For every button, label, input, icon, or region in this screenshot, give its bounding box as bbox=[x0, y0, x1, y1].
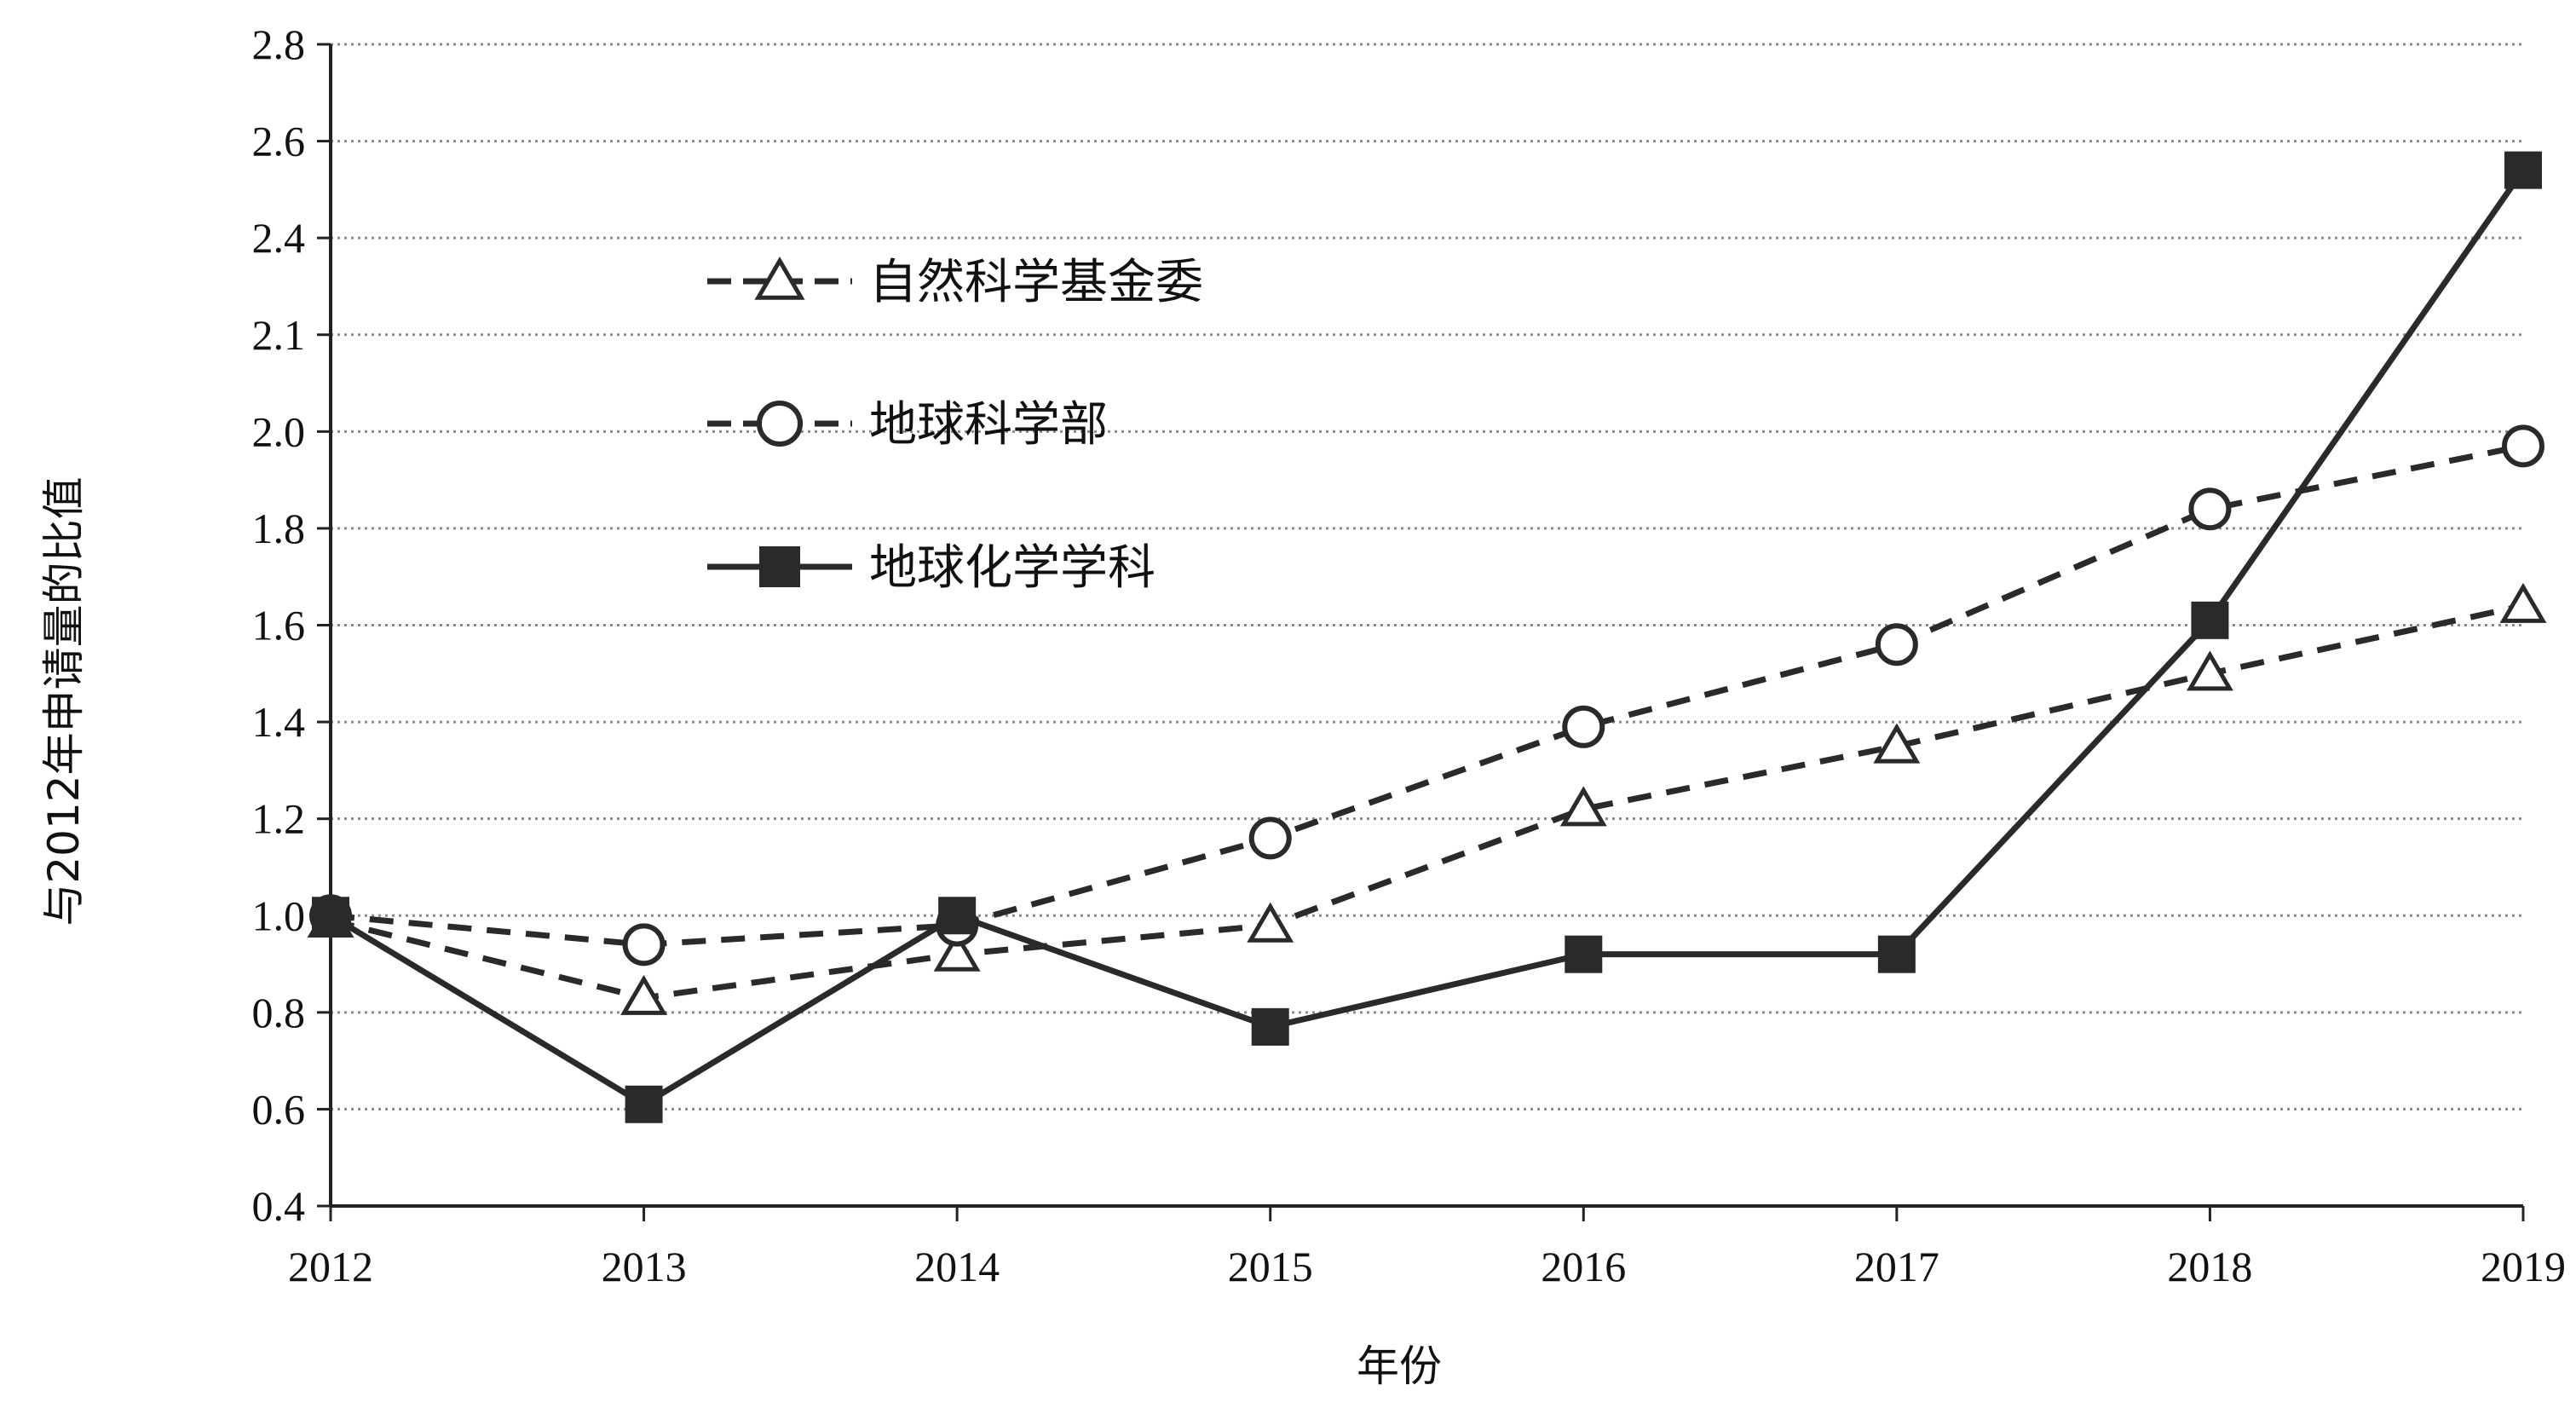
series-markers bbox=[307, 151, 2547, 1123]
legend-marker-square bbox=[759, 546, 800, 587]
data-point-triangle bbox=[1559, 786, 1607, 827]
series-line-1 bbox=[330, 603, 2524, 1001]
legend-label-1: 自然科学基金委 bbox=[869, 255, 1203, 310]
data-point-circle bbox=[1248, 817, 1292, 860]
legend-label-3: 地球化学学科 bbox=[869, 540, 1155, 596]
data-point-triangle bbox=[620, 974, 668, 1015]
data-point-square bbox=[1565, 935, 1603, 973]
y-tick-label: 1.0 bbox=[252, 892, 306, 939]
x-tick-label: 2018 bbox=[2167, 1243, 2252, 1290]
data-point-circle bbox=[622, 923, 666, 967]
x-tick-label: 2012 bbox=[288, 1243, 373, 1290]
data-point-square bbox=[625, 1085, 663, 1123]
y-tick-label: 2.4 bbox=[252, 214, 306, 262]
y-tick-label: 2.0 bbox=[252, 407, 306, 455]
x-tick-label: 2016 bbox=[1541, 1243, 1626, 1290]
series-line-3 bbox=[329, 168, 2526, 1108]
y-tick-label: 1.6 bbox=[252, 602, 306, 649]
data-point-square bbox=[2504, 151, 2542, 189]
x-tick-label: 2017 bbox=[1854, 1243, 1939, 1290]
x-tick-label: 2019 bbox=[2481, 1243, 2566, 1290]
legend-label-2: 地球科学部 bbox=[869, 397, 1108, 453]
y-tick-label: 2.8 bbox=[252, 20, 306, 68]
data-point-square bbox=[1877, 935, 1916, 973]
y-tick-label: 1.2 bbox=[252, 795, 306, 843]
series-lines bbox=[329, 168, 2526, 1108]
legend-marker-circle bbox=[757, 401, 803, 447]
data-point-triangle bbox=[1873, 723, 1921, 764]
y-tick-label: 1.8 bbox=[252, 505, 306, 552]
data-point-circle bbox=[2188, 488, 2232, 531]
x-tick-label: 2014 bbox=[914, 1243, 1000, 1290]
data-point-circle bbox=[1875, 623, 1918, 666]
x-tick-label: 2013 bbox=[602, 1243, 687, 1290]
data-point-triangle bbox=[2186, 650, 2233, 691]
data-point-circle bbox=[2502, 424, 2544, 468]
legend-marker-triangle bbox=[754, 257, 805, 300]
y-tick-label: 0.4 bbox=[252, 1182, 306, 1230]
x-tick-labels: 2012 2013 2014 2015 2016 2017 2018 2019 bbox=[288, 1206, 2566, 1290]
x-axis-title: 年份 bbox=[1357, 1342, 1442, 1391]
x-tick-label: 2015 bbox=[1228, 1243, 1313, 1290]
data-point-square bbox=[1251, 1007, 1289, 1046]
y-tick-labels: 0.4 0.6 0.8 1.0 1.2 1.4 1.6 1.8 2.0 2.1 2.4 2.6 2.8 bbox=[252, 20, 331, 1230]
y-tick-label: 0.6 bbox=[252, 1085, 306, 1133]
y-tick-label: 0.8 bbox=[252, 989, 306, 1036]
data-point-triangle bbox=[933, 931, 981, 972]
y-tick-label: 2.6 bbox=[252, 118, 306, 165]
data-point-square bbox=[2191, 601, 2229, 639]
y-tick-label: 1.4 bbox=[252, 698, 306, 746]
data-point-square bbox=[312, 897, 349, 935]
y-axis-title: 与2012年申请量的比值 bbox=[39, 476, 89, 926]
data-point-square bbox=[938, 897, 977, 935]
data-point-circle bbox=[1562, 705, 1605, 748]
data-point-triangle bbox=[1247, 902, 1294, 943]
series-line-2 bbox=[330, 442, 2524, 948]
data-point-triangle bbox=[2499, 582, 2547, 623]
y-tick-label: 2.1 bbox=[252, 311, 306, 359]
